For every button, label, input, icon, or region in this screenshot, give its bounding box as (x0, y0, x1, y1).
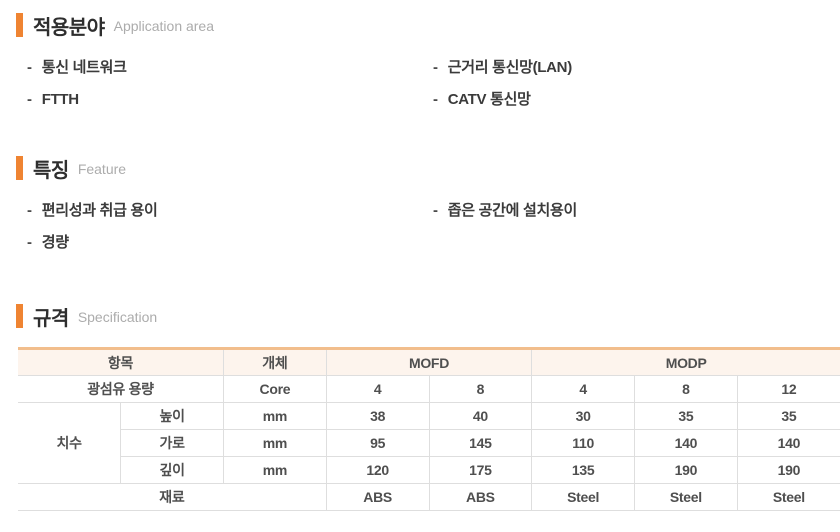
row-label: 광섬유 용량 (18, 375, 224, 403)
value-cell: 4 (531, 375, 635, 403)
list-item-label: 편리성과 취급 용이 (41, 202, 158, 219)
table-row-height: 치수 높이 mm 38 40 30 35 35 (18, 402, 840, 484)
section-title: 특징 Feature (0, 155, 840, 182)
value-cell: 38 (326, 402, 430, 430)
unit-cell: mm (223, 456, 327, 484)
list-item: - 좁은 공간에 설치용이 (433, 203, 840, 235)
accent-bar (16, 13, 23, 37)
section-feature: 특징 Feature - 편리성과 취급 용이 - 좁은 공간에 설치용이 - … (0, 155, 840, 267)
value-cell: 140 (737, 429, 840, 457)
section-title-korean: 규격 (33, 307, 69, 330)
row-label: 재료 (18, 483, 327, 511)
list-item-label: FTTH (41, 91, 79, 108)
section-title: 규격 Specification (0, 303, 840, 330)
value-cell: 145 (429, 429, 533, 457)
list-item-label: CATV 통신망 (447, 91, 531, 108)
value-cell: 110 (531, 429, 635, 457)
table-row-depth: 깊이 mm 120 175 135 190 190 (18, 456, 840, 484)
list-item: - CATV 통신망 (433, 92, 840, 124)
bullet-dash: - (433, 202, 438, 219)
accent-bar (16, 304, 23, 328)
application-item-list: - 통신 네트워크 - 근거리 통신망(LAN) - FTTH - CATV 통… (0, 60, 840, 124)
bullet-dash: - (27, 202, 32, 219)
unit-cell: Core (223, 375, 327, 403)
list-item: - FTTH (27, 92, 433, 124)
bullet-dash: - (27, 91, 32, 108)
table-header-cell-mofd: MOFD (326, 348, 533, 376)
list-item: - 경량 (27, 235, 433, 267)
list-item-label: 좁은 공간에 설치용이 (447, 202, 578, 219)
value-cell: 8 (429, 375, 533, 403)
section-title-english: Specification (77, 309, 158, 325)
section-specification: 규격 Specification 항목 개체 MOFD MODP 광섬유 용량 … (0, 303, 840, 511)
bullet-dash: - (27, 59, 32, 76)
list-item-label: 근거리 통신망(LAN) (447, 59, 572, 76)
table-row-width: 가로 mm 95 145 110 140 140 (18, 429, 840, 457)
value-cell: 190 (634, 456, 738, 484)
row-label: 높이 (120, 402, 224, 430)
section-application-area: 적용분야 Application area - 통신 네트워크 - 근거리 통신… (0, 12, 840, 124)
value-cell: 95 (326, 429, 430, 457)
value-cell: 4 (326, 375, 430, 403)
value-cell: 40 (429, 402, 533, 430)
bullet-dash: - (433, 91, 438, 108)
list-item: - 통신 네트워크 (27, 60, 433, 92)
value-cell: 12 (737, 375, 840, 403)
value-cell: 135 (531, 456, 635, 484)
value-cell: 175 (429, 456, 533, 484)
list-item-label: 경량 (41, 234, 69, 251)
value-cell: Steel (634, 483, 738, 511)
unit-cell: mm (223, 429, 327, 457)
section-title-english: Feature (77, 161, 127, 177)
row-label: 깊이 (120, 456, 224, 484)
value-cell: ABS (326, 483, 430, 511)
feature-item-list: - 편리성과 취급 용이 - 좁은 공간에 설치용이 - 경량 (0, 203, 840, 267)
unit-cell: mm (223, 402, 327, 430)
section-title: 적용분야 Application area (0, 12, 840, 39)
value-cell: 190 (737, 456, 840, 484)
list-item: - 근거리 통신망(LAN) (433, 60, 840, 92)
list-item: - 편리성과 취급 용이 (27, 203, 433, 235)
table-header-cell-modp: MODP (531, 348, 840, 376)
value-cell: 35 (737, 402, 840, 430)
table-header-row: 항목 개체 MOFD MODP (18, 348, 840, 376)
value-cell: 140 (634, 429, 738, 457)
spec-table: 항목 개체 MOFD MODP 광섬유 용량 Core 4 8 4 8 12 치… (18, 347, 840, 511)
list-item-label: 통신 네트워크 (41, 59, 127, 76)
value-cell: 35 (634, 402, 738, 430)
value-cell: 8 (634, 375, 738, 403)
section-title-english: Application area (113, 18, 215, 34)
value-cell: 30 (531, 402, 635, 430)
dimension-group-label: 치수 (18, 402, 122, 484)
table-header-cell-item: 항목 (18, 348, 224, 376)
row-label: 가로 (120, 429, 224, 457)
bullet-dash: - (27, 234, 32, 251)
section-title-korean: 특징 (33, 159, 69, 182)
table-header-cell-unit: 개체 (223, 348, 327, 376)
value-cell: ABS (429, 483, 533, 511)
table-row-capacity: 광섬유 용량 Core 4 8 4 8 12 (18, 375, 840, 403)
section-title-korean: 적용분야 (33, 16, 105, 39)
table-row-material: 재료 ABS ABS Steel Steel Steel (18, 483, 840, 511)
accent-bar (16, 156, 23, 180)
bullet-dash: - (433, 59, 438, 76)
value-cell: Steel (737, 483, 840, 511)
value-cell: Steel (531, 483, 635, 511)
value-cell: 120 (326, 456, 430, 484)
